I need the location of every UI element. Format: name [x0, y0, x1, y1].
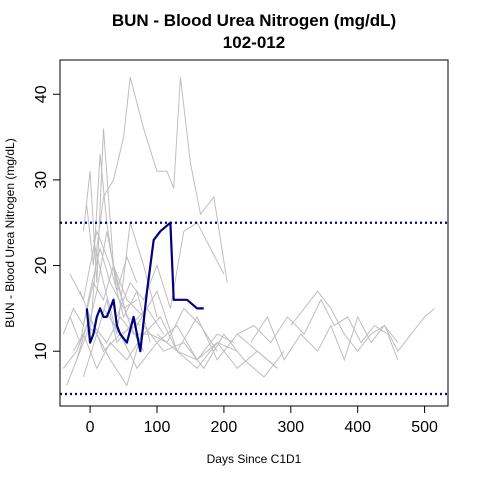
highlight-series-line [85, 221, 204, 353]
y-axis-label: BUN - Blood Urea Nitrogen (mg/dL) [3, 138, 17, 327]
background-series-line-10 [72, 316, 238, 370]
x-tick-label: 200 [211, 419, 238, 436]
background-series-line-12 [82, 324, 285, 387]
background-series-line-14 [237, 298, 399, 360]
background-series-line-16 [290, 290, 399, 353]
x-axis: 0 100 200 300 400 500 [86, 405, 438, 436]
background-series-line-15 [250, 308, 435, 362]
background-series-line-11 [62, 315, 235, 370]
background-series-line-8 [116, 221, 225, 318]
background-series-line-18 [92, 222, 158, 335]
background-series-line-5 [82, 128, 144, 318]
background-series-group [62, 76, 435, 387]
y-tick-label: 20 [33, 257, 50, 275]
background-series-line-7 [89, 76, 228, 335]
highlight-series-group [85, 221, 204, 353]
x-tick-label: 500 [411, 419, 438, 436]
x-tick-label: 400 [344, 419, 371, 436]
x-tick-label: 0 [86, 419, 95, 436]
chart-title: BUN - Blood Urea Nitrogen (mg/dL) [112, 11, 396, 30]
chart-subtitle: 102-012 [223, 33, 285, 52]
y-axis: 10 20 30 40 [33, 85, 61, 360]
x-axis-label: Days Since C1D1 [207, 452, 302, 466]
y-tick-label: 30 [33, 171, 50, 189]
background-series-line-17 [156, 333, 278, 370]
y-tick-label: 10 [33, 342, 50, 360]
background-series-line-13 [103, 289, 278, 369]
background-series-line-19 [69, 229, 151, 343]
y-tick-label: 40 [33, 85, 50, 103]
background-series-line-4 [66, 231, 145, 386]
x-tick-label: 300 [277, 419, 304, 436]
x-tick-label: 100 [144, 419, 171, 436]
